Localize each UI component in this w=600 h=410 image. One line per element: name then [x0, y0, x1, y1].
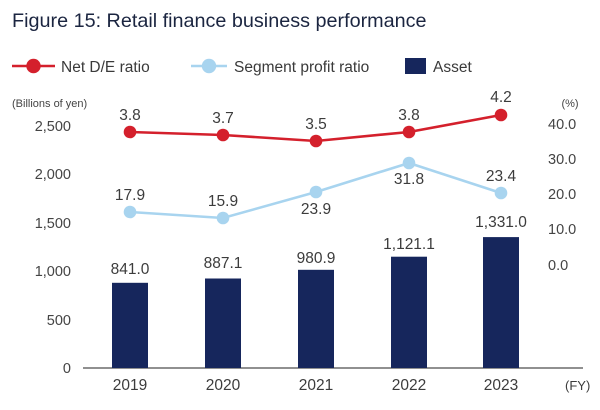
- svg-text:3.7: 3.7: [212, 110, 234, 127]
- svg-text:3.5: 3.5: [305, 116, 327, 133]
- svg-text:2022: 2022: [392, 377, 426, 394]
- svg-text:2019: 2019: [113, 377, 147, 394]
- svg-text:Asset: Asset: [433, 59, 472, 76]
- svg-text:3.8: 3.8: [398, 107, 420, 124]
- svg-text:2020: 2020: [206, 377, 241, 394]
- svg-text:0: 0: [63, 361, 71, 377]
- svg-text:Segment profit ratio: Segment profit ratio: [234, 59, 369, 76]
- svg-text:1,500: 1,500: [35, 216, 71, 232]
- svg-text:2,000: 2,000: [35, 167, 71, 183]
- svg-text:2023: 2023: [484, 377, 518, 394]
- svg-text:40.0: 40.0: [548, 117, 576, 133]
- svg-text:10.0: 10.0: [548, 222, 576, 238]
- svg-text:887.1: 887.1: [204, 255, 243, 272]
- svg-text:3.8: 3.8: [119, 107, 141, 124]
- svg-text:1,000: 1,000: [35, 264, 71, 280]
- svg-text:0.0: 0.0: [548, 258, 568, 274]
- svg-text:Net D/E ratio: Net D/E ratio: [61, 59, 150, 76]
- svg-text:30.0: 30.0: [548, 152, 576, 168]
- svg-text:23.9: 23.9: [301, 201, 331, 218]
- svg-text:1,331.0: 1,331.0: [475, 214, 527, 231]
- svg-text:980.9: 980.9: [297, 250, 336, 267]
- svg-text:15.9: 15.9: [208, 193, 238, 210]
- svg-text:2,500: 2,500: [35, 119, 71, 135]
- svg-text:(Billions of yen): (Billions of yen): [12, 98, 87, 110]
- svg-text:23.4: 23.4: [486, 168, 517, 185]
- svg-text:20.0: 20.0: [548, 187, 576, 203]
- svg-text:4.2: 4.2: [490, 89, 512, 106]
- svg-text:(FY): (FY): [565, 378, 590, 393]
- svg-text:(%): (%): [561, 98, 578, 110]
- svg-text:2021: 2021: [299, 377, 333, 394]
- svg-text:1,121.1: 1,121.1: [383, 236, 435, 253]
- svg-text:500: 500: [47, 313, 71, 329]
- svg-text:841.0: 841.0: [111, 261, 150, 278]
- svg-text:31.8: 31.8: [394, 171, 424, 188]
- svg-text:17.9: 17.9: [115, 187, 145, 204]
